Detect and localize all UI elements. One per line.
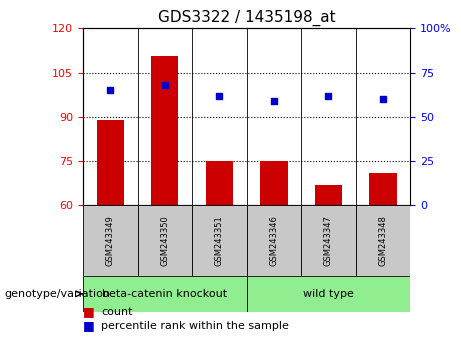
Text: percentile rank within the sample: percentile rank within the sample <box>101 321 290 331</box>
Bar <box>192 205 247 276</box>
Bar <box>369 173 396 205</box>
Text: GSM243348: GSM243348 <box>378 215 388 266</box>
Bar <box>315 185 342 205</box>
Bar <box>260 161 288 205</box>
Text: ■: ■ <box>83 305 95 318</box>
Point <box>216 93 223 98</box>
Text: GSM243347: GSM243347 <box>324 215 333 266</box>
Bar <box>247 276 410 312</box>
Text: GSM243351: GSM243351 <box>215 215 224 266</box>
Bar <box>206 161 233 205</box>
Text: count: count <box>101 307 133 316</box>
Text: genotype/variation: genotype/variation <box>5 289 111 299</box>
Text: GSM243346: GSM243346 <box>269 215 278 266</box>
Bar <box>83 276 247 312</box>
Text: wild type: wild type <box>303 289 354 299</box>
Text: GSM243349: GSM243349 <box>106 215 115 266</box>
Point <box>106 87 114 93</box>
Text: GSM243350: GSM243350 <box>160 215 169 266</box>
Point <box>270 98 278 104</box>
Bar <box>247 205 301 276</box>
Bar <box>137 205 192 276</box>
Point <box>325 93 332 98</box>
Bar <box>97 120 124 205</box>
Point <box>379 96 387 102</box>
Bar <box>83 205 137 276</box>
Text: beta-catenin knockout: beta-catenin knockout <box>102 289 227 299</box>
Point <box>161 82 168 88</box>
Bar <box>151 56 178 205</box>
Title: GDS3322 / 1435198_at: GDS3322 / 1435198_at <box>158 9 336 25</box>
Bar <box>356 205 410 276</box>
Text: ■: ■ <box>83 319 95 332</box>
Bar <box>301 205 356 276</box>
